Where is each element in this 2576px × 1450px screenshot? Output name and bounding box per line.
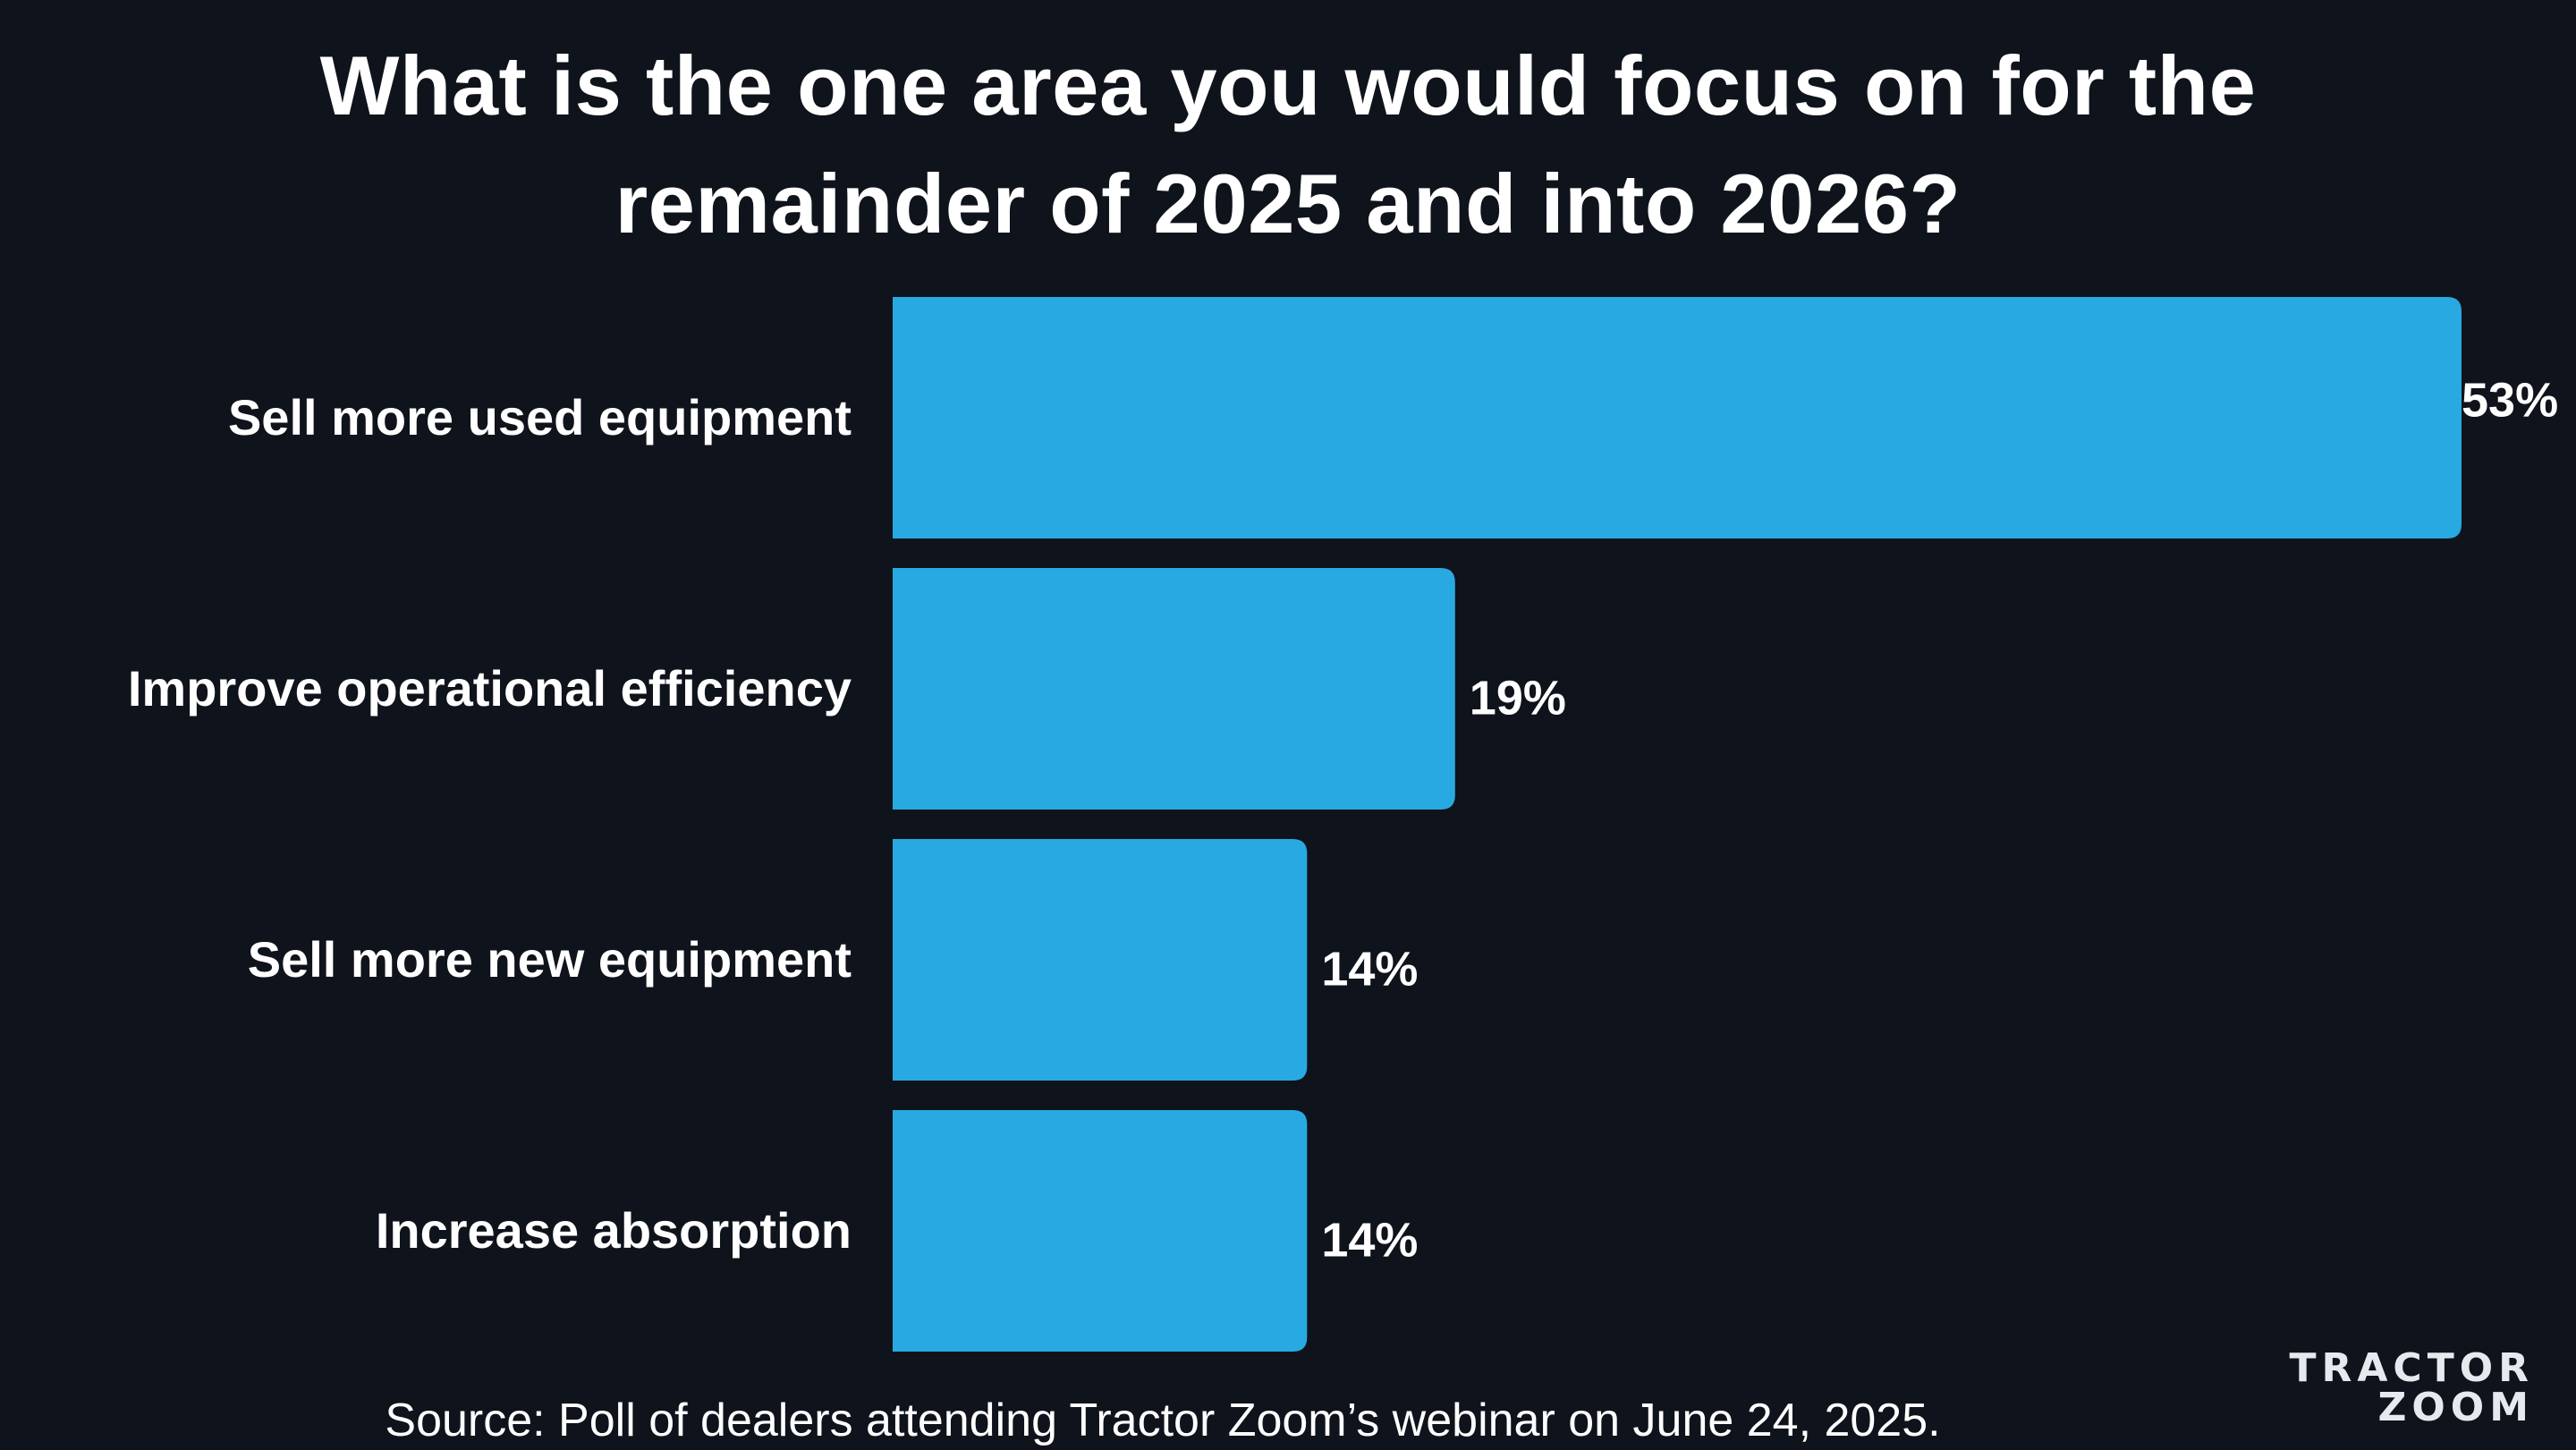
chart-title: What is the one area you would focus on …: [319, 38, 2257, 250]
tractor-zoom-logo: TRACTOR ZOOM: [2243, 1345, 2534, 1428]
logo-line-2: ZOOM: [2377, 1385, 2534, 1430]
bar-4: [893, 1110, 1308, 1352]
category-label-4: Increase absorption: [376, 1202, 852, 1259]
bar-1: [893, 297, 2462, 538]
bars-layer: Sell more used equipment 53% Improve opera…: [128, 297, 2558, 1352]
value-label-3: 14%: [1321, 942, 1418, 996]
value-label-4: 14%: [1321, 1213, 1418, 1267]
value-label-2: 19%: [1470, 671, 1566, 725]
bar-3: [893, 839, 1308, 1081]
bar-2: [893, 568, 1455, 810]
source-note: Source: Poll of dealers attending Tracto…: [385, 1395, 1941, 1446]
logo-line-1: TRACTOR: [2289, 1345, 2534, 1391]
category-label-1: Sell more used equipment: [228, 389, 852, 445]
category-label-2: Improve operational efficiency: [128, 660, 852, 717]
value-label-1: 53%: [2462, 373, 2558, 427]
category-label-3: Sell more new equipment: [248, 931, 852, 988]
